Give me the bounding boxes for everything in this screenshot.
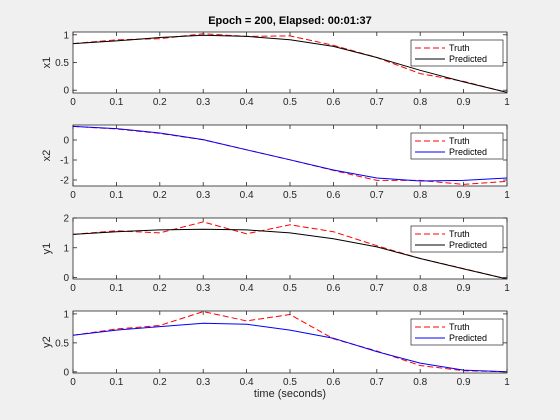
x-tick-label: 0 bbox=[70, 377, 76, 388]
x-tick-label: 0.3 bbox=[196, 97, 210, 108]
legend-label-predicted: Predicted bbox=[449, 333, 487, 343]
y-axis-label: y1 bbox=[41, 243, 53, 255]
x-tick-label: 0.4 bbox=[240, 377, 254, 388]
y-tick-label: 0.5 bbox=[55, 58, 69, 69]
series-line-predicted bbox=[73, 322, 507, 373]
subplot-x2: 0 0.1 0.2 0.3 0.4 0.5 0.6 0.7 0.8 0.9 1 0 -1 -2 x2 Trut… bbox=[41, 124, 510, 201]
x-tick-label: 0.8 bbox=[413, 283, 427, 294]
x-tick-label: 0.7 bbox=[370, 377, 384, 388]
legend-label-truth: Truth bbox=[449, 229, 470, 239]
x-axis-label: time (seconds) bbox=[254, 388, 326, 400]
x-tick-label: 0.6 bbox=[326, 97, 340, 108]
x-tick-label: 0.4 bbox=[240, 190, 254, 201]
x-tick-label: 0.9 bbox=[457, 97, 471, 108]
legend-box bbox=[410, 318, 504, 346]
x-tick-label: 0.1 bbox=[109, 190, 123, 201]
x-tick-label: 1 bbox=[504, 283, 510, 294]
legend-label-truth: Truth bbox=[449, 136, 470, 146]
y-tick-label: 1 bbox=[63, 309, 69, 320]
x-tick-label: 1 bbox=[504, 97, 510, 108]
x-tick-label: 0.3 bbox=[196, 283, 210, 294]
y-tick-label: 0 bbox=[63, 273, 69, 284]
legend-label-truth: Truth bbox=[449, 322, 470, 332]
x-tick-label: 0.8 bbox=[413, 190, 427, 201]
legend-label-truth: Truth bbox=[449, 43, 470, 53]
x-tick-label: 1 bbox=[504, 377, 510, 388]
x-tick-label: 0.7 bbox=[370, 190, 384, 201]
subplot-x1: 0 0.1 0.2 0.3 0.4 0.5 0.6 0.7 0.8 0.9 1 0 0.5 1 x1 Trut… bbox=[41, 30, 510, 108]
x-tick-label: 0.6 bbox=[326, 190, 340, 201]
x-tick-label: 0 bbox=[70, 283, 76, 294]
x-tick-label: 0.9 bbox=[457, 283, 471, 294]
chart-title: Epoch = 200, Elapsed: 00:01:37 bbox=[208, 15, 372, 27]
legend-box bbox=[410, 132, 504, 160]
x-tick-label: 0.5 bbox=[283, 190, 297, 201]
x-tick-label: 0.9 bbox=[457, 190, 471, 201]
y-tick-label: 2 bbox=[63, 214, 69, 225]
subplot-y2: 0 0.1 0.2 0.3 0.4 0.5 0.6 0.7 0.8 0.9 1 0 0.5 1 y2 Trut… bbox=[41, 309, 510, 388]
x-tick-label: 0.6 bbox=[326, 377, 340, 388]
legend-box bbox=[410, 225, 504, 253]
y-tick-label: 0.5 bbox=[55, 338, 69, 349]
y-tick-label: 1 bbox=[63, 243, 69, 254]
x-tick-label: 0.4 bbox=[240, 283, 254, 294]
x-tick-label: 0.2 bbox=[153, 190, 167, 201]
subplot-y1: 0 0.1 0.2 0.3 0.4 0.5 0.6 0.7 0.8 0.9 1 0 1 2 y1 TruthP… bbox=[41, 214, 510, 295]
series-line-predicted bbox=[73, 34, 507, 93]
legend-label-predicted: Predicted bbox=[449, 240, 487, 250]
x-tick-label: 0.1 bbox=[109, 97, 123, 108]
y-axis-label: x2 bbox=[41, 150, 53, 162]
y-tick-label: 0 bbox=[63, 367, 69, 378]
x-tick-label: 0.7 bbox=[370, 283, 384, 294]
x-tick-label: 0.1 bbox=[109, 377, 123, 388]
x-tick-label: 0.8 bbox=[413, 97, 427, 108]
legend-box bbox=[410, 39, 504, 67]
y-tick-label: 0 bbox=[63, 136, 69, 147]
series-line-predicted bbox=[73, 228, 507, 280]
series-line-predicted bbox=[73, 125, 507, 182]
x-tick-label: 0.3 bbox=[196, 377, 210, 388]
legend-label-predicted: Predicted bbox=[449, 147, 487, 157]
x-tick-label: 0.6 bbox=[326, 283, 340, 294]
x-tick-label: 0.4 bbox=[240, 97, 254, 108]
legend-label-predicted: Predicted bbox=[449, 54, 487, 64]
x-tick-label: 0 bbox=[70, 190, 76, 201]
x-tick-label: 0.2 bbox=[153, 377, 167, 388]
x-tick-label: 0.1 bbox=[109, 283, 123, 294]
x-tick-label: 0.5 bbox=[283, 283, 297, 294]
x-tick-label: 0.5 bbox=[283, 377, 297, 388]
y-axis-label: y2 bbox=[41, 336, 53, 348]
x-tick-label: 1 bbox=[504, 190, 510, 201]
y-axis-label: x1 bbox=[41, 57, 53, 69]
x-tick-label: 0.2 bbox=[153, 97, 167, 108]
x-tick-label: 0.5 bbox=[283, 97, 297, 108]
y-tick-label: -2 bbox=[60, 176, 69, 187]
y-tick-label: 0 bbox=[63, 86, 69, 97]
x-tick-label: 0.2 bbox=[153, 283, 167, 294]
y-tick-label: -1 bbox=[60, 156, 69, 167]
x-tick-label: 0.7 bbox=[370, 97, 384, 108]
x-tick-label: 0.8 bbox=[413, 377, 427, 388]
x-tick-label: 0.9 bbox=[457, 377, 471, 388]
x-tick-label: 0.3 bbox=[196, 190, 210, 201]
y-tick-label: 1 bbox=[63, 30, 69, 41]
x-tick-label: 0 bbox=[70, 97, 76, 108]
